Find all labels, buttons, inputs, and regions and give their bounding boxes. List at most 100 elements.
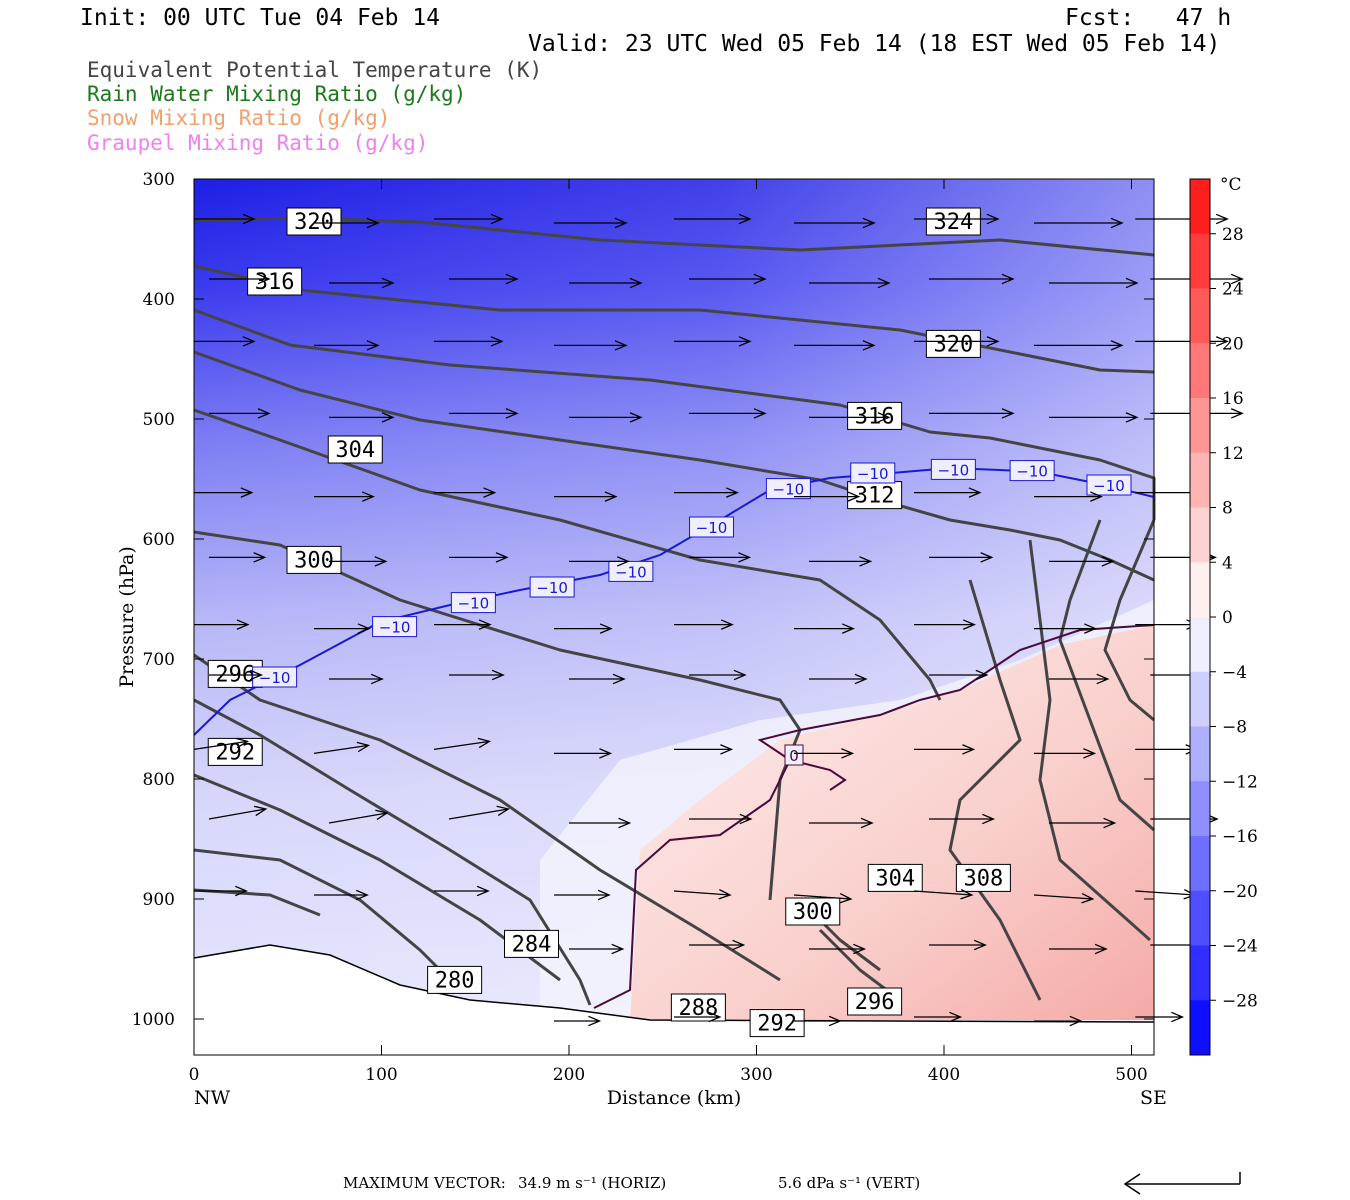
y-tick-label: 800 bbox=[143, 770, 175, 790]
wind-vector bbox=[794, 491, 861, 502]
wind-vector bbox=[1135, 1011, 1185, 1023]
legend-graupel: Graupel Mixing Ratio (g/kg) bbox=[87, 131, 429, 155]
isotherm-label-box bbox=[850, 462, 896, 484]
wind-vector bbox=[209, 552, 267, 563]
colorbar-tick-label: −12 bbox=[1222, 772, 1258, 792]
theta-e-label-box bbox=[247, 267, 303, 296]
isotherm-label-box bbox=[1086, 474, 1132, 496]
wind-vector bbox=[194, 619, 250, 630]
theta-e-label-box bbox=[847, 401, 903, 430]
wind-vector bbox=[1034, 217, 1124, 229]
theta-e-contour bbox=[193, 698, 592, 1006]
wind-vector bbox=[1034, 748, 1097, 759]
theta-e-label-box bbox=[925, 207, 981, 236]
wind-vector bbox=[314, 491, 375, 502]
isotherm-label: −10 bbox=[773, 481, 805, 499]
wind-vector bbox=[554, 491, 618, 502]
wind-vector bbox=[1034, 340, 1124, 351]
colorbar-swatch bbox=[1190, 233, 1210, 289]
wind-vector bbox=[929, 813, 996, 825]
wind-vector bbox=[689, 552, 752, 563]
wind-vector bbox=[569, 556, 630, 567]
wind-vector bbox=[554, 889, 611, 901]
wind-vector bbox=[329, 412, 395, 423]
wind-vector bbox=[674, 619, 734, 630]
theta-e-label: 300 bbox=[294, 548, 334, 573]
wind-vector bbox=[674, 744, 734, 755]
theta-e-label-box bbox=[749, 1009, 805, 1038]
wind-vector bbox=[434, 619, 492, 630]
wind-vector bbox=[449, 669, 505, 681]
wind-vector bbox=[794, 217, 876, 229]
wind-vector bbox=[1135, 213, 1229, 225]
theta-e-label: 296 bbox=[855, 990, 895, 1015]
wind-vector bbox=[193, 737, 250, 751]
wind-vector bbox=[689, 273, 767, 285]
isotherm-label: −10 bbox=[1093, 477, 1125, 495]
theta-e-contour bbox=[1058, 519, 1155, 832]
wind-vector bbox=[313, 741, 371, 755]
theta-e-label: 320 bbox=[934, 332, 974, 357]
x-axis-label: Distance (km) bbox=[607, 1087, 742, 1109]
wind-vector bbox=[1049, 943, 1108, 955]
colorbar-swatch bbox=[1190, 781, 1210, 837]
wind-vector bbox=[1034, 623, 1098, 634]
wind-vector bbox=[1034, 1015, 1083, 1027]
plot-frame bbox=[193, 178, 1155, 1056]
isotherm-label-box bbox=[689, 516, 734, 538]
wind-vector bbox=[314, 889, 369, 901]
max-vector-horiz: 34.9 m s⁻¹ (HORIZ) bbox=[518, 1174, 667, 1192]
wind-vector bbox=[194, 336, 256, 347]
theta-e-label: 308 bbox=[964, 866, 1004, 891]
colorbar-tick-label: −8 bbox=[1222, 718, 1247, 738]
reference-vector bbox=[1123, 1172, 1241, 1195]
wind-vector bbox=[929, 669, 989, 681]
colorbar-tick-label: −4 bbox=[1222, 663, 1247, 683]
x-tick-label: 200 bbox=[553, 1065, 585, 1085]
wind-vector bbox=[929, 273, 1015, 285]
colorbar-swatch bbox=[1190, 343, 1210, 399]
wind-vector bbox=[329, 556, 388, 567]
wind-vector bbox=[1033, 893, 1095, 904]
theta-e-label-box bbox=[847, 987, 903, 1016]
colorbar-tick-label: 12 bbox=[1222, 444, 1244, 464]
colorbar-tick-label: 24 bbox=[1222, 280, 1244, 300]
theta-e-label-box bbox=[867, 863, 923, 892]
isotherm-label-box bbox=[784, 744, 804, 766]
wind-vector bbox=[1034, 491, 1103, 502]
y-tick-label: 1000 bbox=[132, 1010, 175, 1030]
max-vector-vert: 5.6 dPa s⁻¹ (VERT) bbox=[778, 1174, 921, 1192]
wind-vector bbox=[209, 408, 271, 419]
x-end-right: SE bbox=[1140, 1087, 1167, 1109]
isotherm-label: −10 bbox=[379, 619, 411, 637]
wind-vector bbox=[569, 277, 643, 289]
wind-vector bbox=[434, 213, 504, 225]
colorbar-tick-label: 4 bbox=[1222, 553, 1233, 573]
wind-vector bbox=[1049, 277, 1139, 289]
y-tick-label: 700 bbox=[143, 650, 175, 670]
wind-vector bbox=[794, 340, 876, 351]
wind-vector bbox=[448, 805, 510, 820]
legend-theta-e: Equivalent Potential Temperature (K) bbox=[87, 58, 543, 82]
colorbar-swatch bbox=[1190, 726, 1210, 782]
isotherm-label: −10 bbox=[615, 563, 647, 581]
wind-vector bbox=[929, 939, 987, 951]
theta-e-contour bbox=[193, 888, 321, 917]
wind-vector bbox=[208, 805, 268, 820]
wind-vector bbox=[569, 673, 626, 685]
y-tick-label: 900 bbox=[143, 890, 175, 910]
isotherm-label-box bbox=[1009, 460, 1055, 482]
wind-vector bbox=[314, 217, 380, 229]
colorbar-swatch bbox=[1190, 562, 1210, 618]
colorbar-swatch bbox=[1190, 179, 1210, 235]
init-time: Init: 00 UTC Tue 04 Feb 14 bbox=[80, 5, 441, 31]
x-tick-label: 0 bbox=[189, 1065, 200, 1085]
isotherm-label: −10 bbox=[458, 595, 490, 613]
theta-e-label: 312 bbox=[855, 484, 895, 509]
wind-vector bbox=[449, 408, 519, 419]
isotherm-label: −10 bbox=[938, 461, 970, 479]
wind-vector bbox=[1049, 673, 1110, 685]
wind-vector bbox=[328, 809, 389, 824]
x-tick-label: 500 bbox=[1115, 1065, 1147, 1085]
legend-snow: Snow Mixing Ratio (g/kg) bbox=[87, 106, 391, 130]
